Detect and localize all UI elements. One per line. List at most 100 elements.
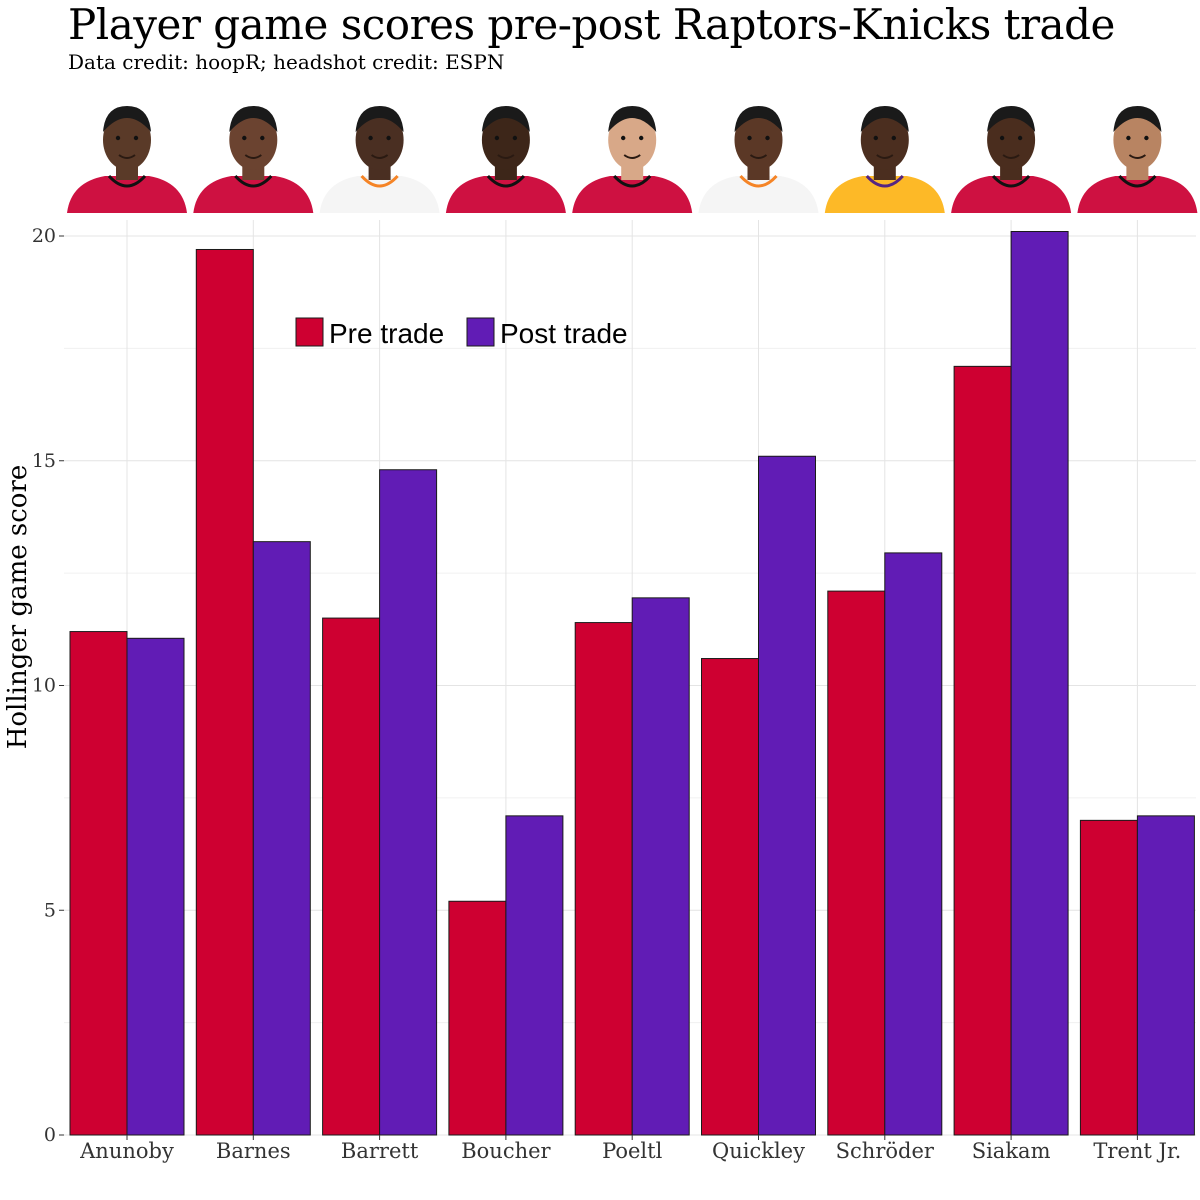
bar-pre-trade (195, 248, 254, 1136)
x-tick-label: Trent Jr. (1093, 1139, 1181, 1163)
player-headshot (572, 106, 693, 213)
legend-label: Post trade (500, 318, 628, 349)
legend: Pre trade Post trade (295, 317, 628, 349)
head (229, 110, 278, 170)
x-tick-label: Schröder (836, 1139, 935, 1163)
head (481, 110, 530, 170)
hair (355, 106, 404, 132)
hair (1113, 106, 1162, 132)
bar-post-trade (252, 541, 311, 1136)
hair (229, 106, 278, 132)
eye (621, 135, 626, 141)
mouth (371, 154, 389, 159)
eye (639, 135, 644, 141)
bar-pre-trade (953, 365, 1012, 1136)
bar-post-trade (1010, 231, 1069, 1136)
y-tick-label: 0 (44, 1124, 56, 1146)
eye (891, 135, 896, 141)
x-tick-label: Anunoby (79, 1139, 174, 1163)
hair (103, 106, 151, 132)
mouth (876, 154, 894, 159)
bar-pre-trade (1079, 819, 1138, 1136)
eye (494, 135, 500, 141)
eye (1126, 135, 1131, 141)
x-tick-label: Boucher (461, 1139, 551, 1163)
y-axis-ticks: 0 5 10 15 20 (32, 225, 64, 1146)
player-headshot (445, 106, 566, 213)
jersey-collar (234, 174, 273, 188)
hair (608, 106, 657, 132)
jersey (445, 176, 566, 213)
head (103, 110, 151, 170)
bars (69, 231, 1195, 1136)
hair (734, 106, 783, 132)
jersey (193, 176, 314, 213)
head (734, 110, 783, 170)
jersey-collar (486, 174, 526, 188)
eye (512, 135, 518, 141)
bar-pre-trade (448, 900, 507, 1136)
eye (765, 135, 770, 141)
player-headshot (698, 106, 819, 213)
headshot-row (67, 106, 1198, 213)
eye (747, 135, 752, 141)
mouth (118, 154, 136, 159)
player-headshot (67, 106, 187, 213)
bar-pre-trade (701, 658, 759, 1136)
y-tick-label: 15 (32, 450, 56, 472)
player-headshot (319, 106, 440, 213)
x-tick-label: Quickley (712, 1139, 805, 1163)
jersey (319, 176, 440, 213)
player-headshot (824, 106, 945, 213)
x-tick-label: Barnes (216, 1139, 291, 1163)
chart-title: Player game scores pre-post Raptors-Knic… (68, 0, 1115, 49)
jersey-collar (739, 174, 778, 188)
jersey (1077, 176, 1198, 213)
bar-post-trade (758, 455, 816, 1136)
player-headshot (951, 106, 1072, 213)
legend-label: Pre trade (329, 318, 444, 349)
eye (999, 135, 1005, 141)
bar-post-trade (631, 597, 690, 1136)
eye (1017, 135, 1023, 141)
head (608, 110, 657, 170)
bar-post-trade (1136, 815, 1195, 1136)
jersey-collar (991, 174, 1031, 188)
x-tick-label: Barrett (341, 1139, 419, 1163)
chart-subtitle: Data credit: hoopR; headshot credit: ESP… (68, 50, 505, 74)
mouth (244, 154, 262, 159)
eye (368, 135, 373, 141)
eye (133, 135, 139, 141)
legend-swatch (466, 317, 495, 347)
eye (115, 135, 121, 141)
hair (987, 106, 1036, 132)
eye (386, 135, 391, 141)
x-tick-label: Siakam (972, 1139, 1051, 1163)
eye (1144, 135, 1149, 141)
jersey-collar (360, 174, 399, 188)
bar-pre-trade (322, 617, 381, 1136)
jersey (824, 176, 945, 213)
bar-pre-trade (827, 590, 886, 1136)
mouth (497, 154, 515, 159)
eye (242, 135, 247, 141)
x-tick-label: Poeltl (602, 1139, 663, 1163)
jersey (572, 176, 693, 213)
bar-pre-trade (574, 622, 633, 1136)
bar-post-trade (505, 815, 564, 1136)
mouth (749, 154, 768, 159)
player-headshot (193, 106, 314, 213)
mouth (623, 154, 641, 159)
x-axis-ticks: Anunoby Barnes Barrett Boucher Poeltl Quickle… (79, 1135, 1181, 1163)
jersey-collar (107, 174, 147, 188)
bar-post-trade (884, 552, 943, 1136)
eye (873, 135, 878, 141)
bar-post-trade (379, 469, 438, 1136)
mouth (1128, 154, 1146, 159)
eye (260, 135, 265, 141)
mouth (1002, 154, 1020, 159)
head (860, 110, 909, 170)
jersey (698, 176, 819, 213)
bar-pre-trade (69, 631, 128, 1136)
head (355, 110, 404, 170)
